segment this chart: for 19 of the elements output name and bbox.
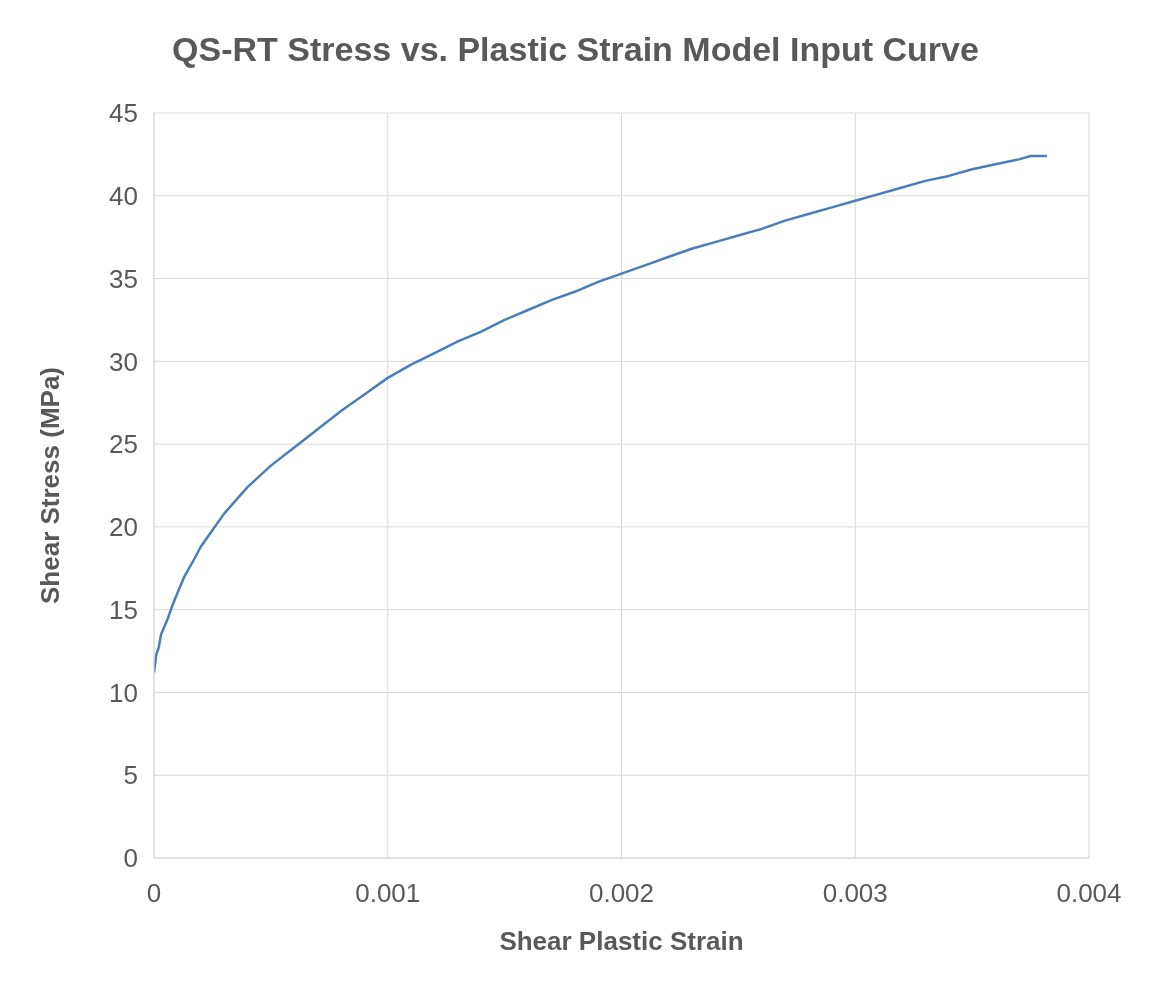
y-tick-label: 20: [109, 512, 138, 543]
x-tick-label: 0.004: [1056, 878, 1122, 909]
y-tick-label: 0: [123, 843, 138, 874]
x-tick-label: 0: [146, 878, 162, 909]
x-tick-label: 0.001: [355, 878, 421, 909]
x-tick-label: 0.002: [588, 878, 655, 909]
x-tick-label: 0.003: [822, 878, 888, 909]
y-axis-title: Shear Stress (MPa): [35, 367, 66, 604]
line-series: [154, 154, 1049, 674]
y-tick-label: 40: [109, 181, 138, 212]
y-tick-label: 10: [109, 677, 138, 708]
x-axis-title: Shear Plastic Strain: [499, 926, 744, 956]
y-tick-label: 30: [109, 346, 138, 377]
chart-title: QS-RT Stress vs. Plastic Strain Model Input Curve: [171, 29, 980, 68]
y-tick-label: 15: [109, 594, 138, 625]
y-tick-label: 35: [109, 263, 138, 294]
y-tick-label: 25: [109, 429, 138, 460]
y-tick-label: 45: [109, 98, 138, 129]
y-tick-label: 5: [123, 760, 138, 791]
